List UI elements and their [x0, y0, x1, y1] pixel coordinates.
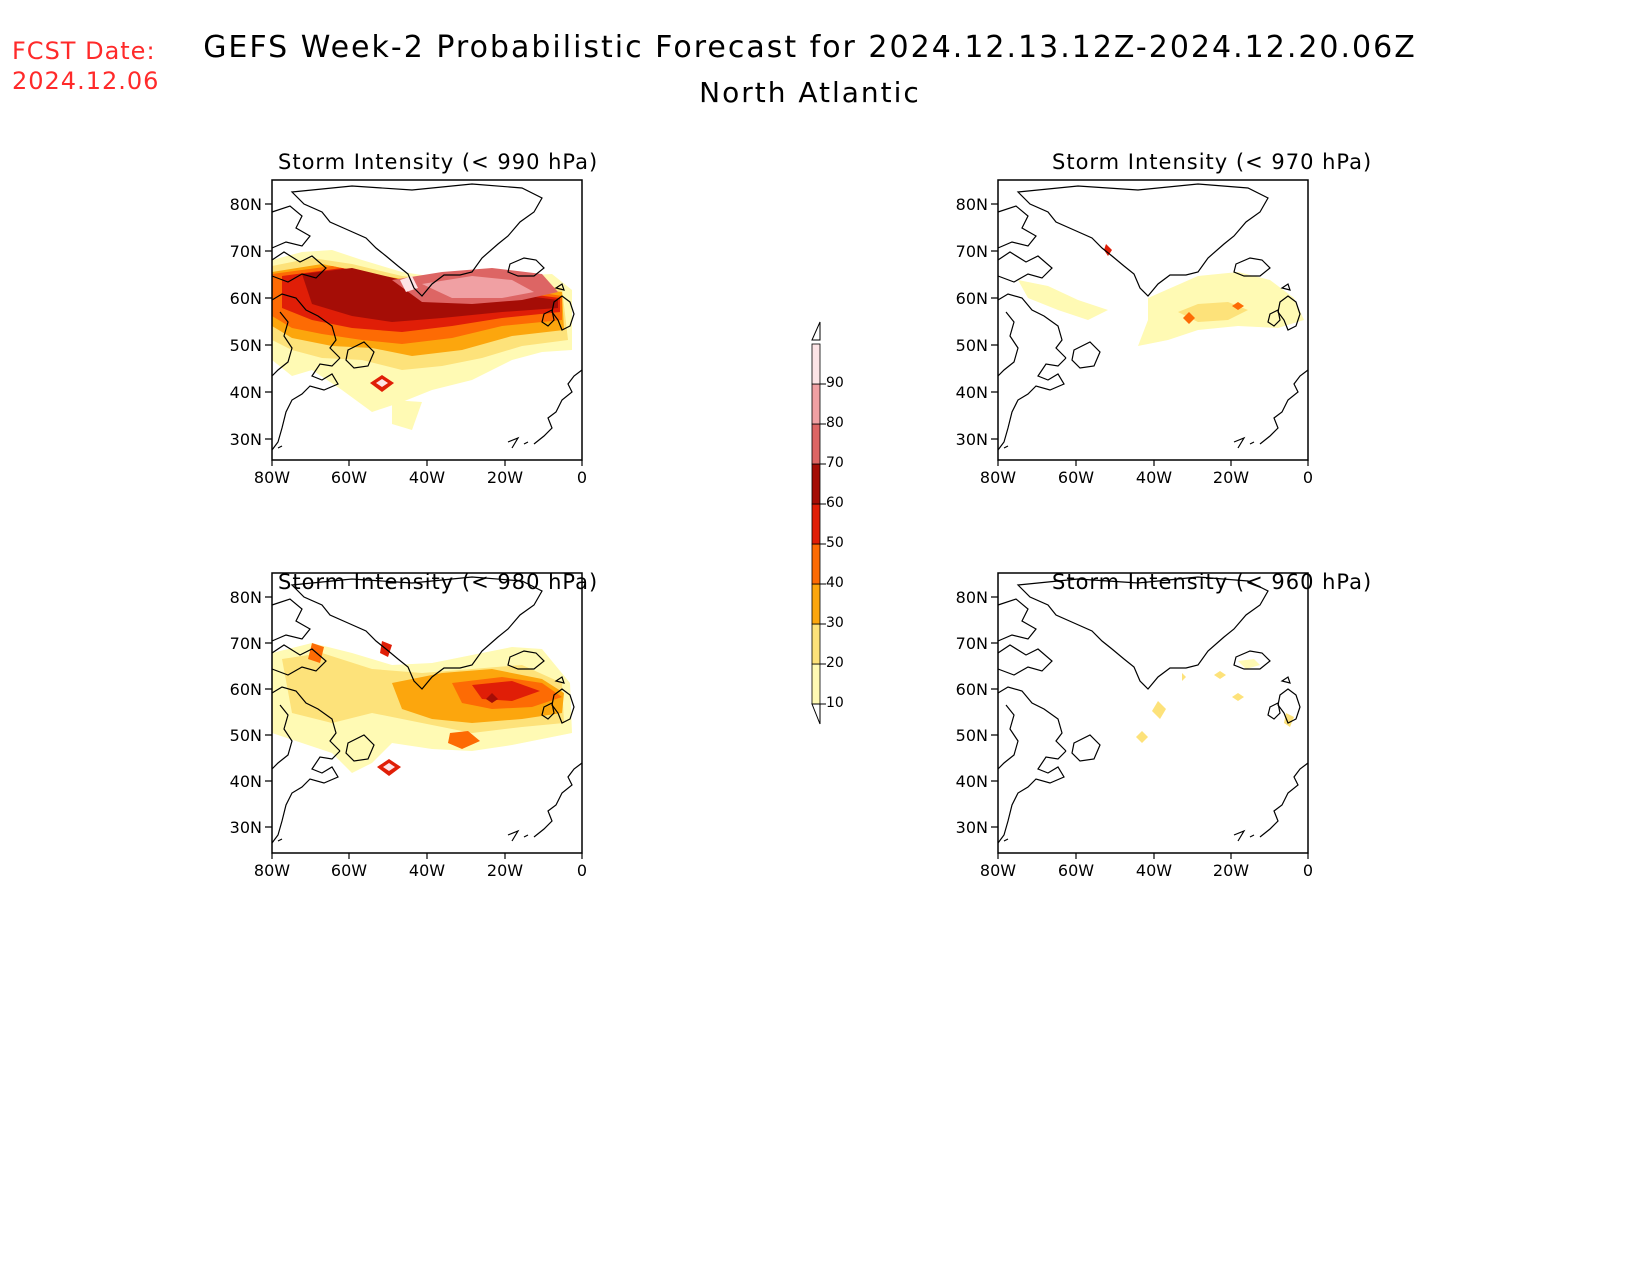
- lon-label: 80W: [980, 468, 1016, 487]
- lon-label: 40W: [1136, 861, 1172, 880]
- lon-label: 60W: [331, 468, 367, 487]
- lon-label: 20W: [487, 468, 523, 487]
- lat-label: 40N: [956, 772, 988, 791]
- lat-label: 50N: [230, 726, 262, 745]
- lat-label: 60N: [956, 680, 988, 699]
- colorbar-label: 40: [826, 575, 844, 591]
- lat-label: 80N: [956, 588, 988, 607]
- lat-label: 70N: [956, 634, 988, 653]
- colorbar-label: 50: [826, 535, 844, 551]
- lon-label: 20W: [1213, 468, 1249, 487]
- lat-label: 30N: [956, 818, 988, 837]
- lat-label: 60N: [230, 289, 262, 308]
- prob-field-960: [1136, 659, 1294, 743]
- colorbar-cell: [811, 623, 821, 665]
- page-title: GEFS Week-2 Probabilistic Forecast for 2…: [203, 30, 1417, 65]
- colorbar-label: 20: [826, 655, 844, 671]
- lat-label: 50N: [956, 726, 988, 745]
- colorbar: 10 20 30 40 50 60 70 80 90: [811, 321, 844, 725]
- colorbar-cell: [811, 583, 821, 625]
- panel-title-970: Storm Intensity (< 970 hPa): [1052, 150, 1373, 174]
- lat-label: 60N: [956, 289, 988, 308]
- lon-label: 80W: [254, 468, 290, 487]
- lat-label: 80N: [230, 195, 262, 214]
- prob-field-970: [1018, 244, 1304, 346]
- lon-label: 60W: [1058, 468, 1094, 487]
- panel-title-990: Storm Intensity (< 990 hPa): [278, 150, 599, 174]
- lat-label: 40N: [956, 383, 988, 402]
- colorbar-cap-top: [811, 321, 821, 341]
- colorbar-cell: [811, 383, 821, 425]
- lon-label: 80W: [980, 861, 1016, 880]
- lon-label: 40W: [409, 468, 445, 487]
- lat-label: 60N: [230, 680, 262, 699]
- lat-label: 30N: [230, 818, 262, 837]
- colorbar-label: 30: [826, 615, 844, 631]
- lon-label: 20W: [1213, 861, 1249, 880]
- colorbar-cell: [811, 663, 821, 705]
- fcst-date-value: 2024.12.06: [12, 67, 160, 95]
- lon-label: 0: [577, 861, 587, 880]
- lat-label: 50N: [230, 336, 262, 355]
- colorbar-label: 60: [826, 495, 844, 511]
- lat-label: 50N: [956, 336, 988, 355]
- lon-label: 60W: [1058, 861, 1094, 880]
- colorbar-cell: [811, 503, 821, 545]
- lon-label: 20W: [487, 861, 523, 880]
- colorbar-cap-bottom: [811, 703, 821, 725]
- lon-label: 80W: [254, 861, 290, 880]
- lon-label: 40W: [1136, 468, 1172, 487]
- colorbar-cell: [811, 463, 821, 505]
- lon-label: 0: [1303, 468, 1313, 487]
- map-panel-980: [271, 572, 583, 854]
- lon-label: 40W: [409, 861, 445, 880]
- lat-label: 70N: [230, 634, 262, 653]
- lat-label: 70N: [956, 242, 988, 261]
- prob-field-990: [272, 250, 572, 430]
- colorbar-label: 80: [826, 415, 844, 431]
- colorbar-label: 10: [826, 695, 844, 711]
- colorbar-cell: [811, 423, 821, 465]
- fcst-date-label: FCST Date:: [12, 37, 156, 65]
- lon-label: 60W: [331, 861, 367, 880]
- lon-label: 0: [577, 468, 587, 487]
- lat-label: 30N: [230, 430, 262, 449]
- colorbar-label: 90: [826, 375, 844, 391]
- lat-label: 40N: [230, 383, 262, 402]
- map-panel-960: [997, 572, 1309, 854]
- lat-label: 40N: [230, 772, 262, 791]
- prob-field-980: [272, 641, 572, 776]
- colorbar-cell: [811, 543, 821, 585]
- lon-label: 0: [1303, 861, 1313, 880]
- panel-title-960: Storm Intensity (< 960 hPa): [1052, 570, 1373, 594]
- map-panel-970: [997, 179, 1309, 461]
- lat-label: 70N: [230, 242, 262, 261]
- lat-label: 80N: [956, 195, 988, 214]
- fcst-date-block: FCST Date: 2024.12.06: [12, 36, 159, 96]
- panel-title-980: Storm Intensity (< 980 hPa): [278, 570, 599, 594]
- lat-label: 80N: [230, 588, 262, 607]
- region-subtitle: North Atlantic: [699, 76, 921, 109]
- lat-label: 30N: [956, 430, 988, 449]
- colorbar-label: 70: [826, 455, 844, 471]
- colorbar-cell: [811, 343, 821, 385]
- map-panel-990: [271, 179, 583, 461]
- axis-ticks: [265, 203, 1309, 859]
